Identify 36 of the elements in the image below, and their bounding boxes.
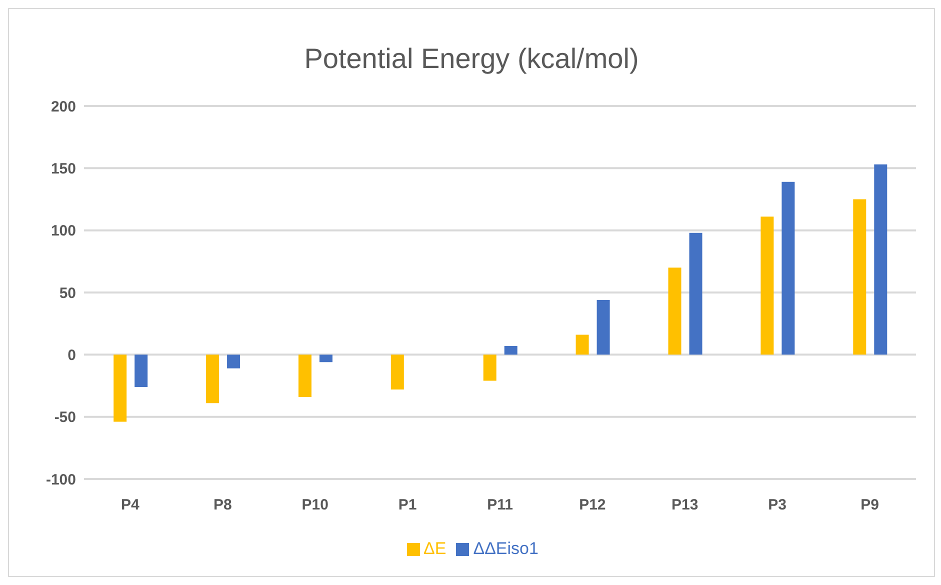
y-tick-label: 50 — [59, 284, 76, 302]
x-tick-label: P10 — [302, 496, 328, 514]
x-tick-label: P12 — [579, 496, 606, 514]
bar — [319, 354, 332, 362]
legend-label: ΔE — [424, 539, 446, 558]
x-tick-label: P3 — [768, 496, 787, 514]
bar — [134, 354, 148, 387]
bar — [298, 354, 312, 397]
bar — [596, 300, 610, 355]
y-tick-label: 150 — [50, 160, 76, 178]
x-tick-label: P13 — [672, 496, 698, 514]
bar — [576, 334, 589, 355]
bar — [483, 354, 496, 381]
y-tick-label: 200 — [50, 98, 76, 116]
x-tick-label: P8 — [213, 496, 232, 514]
bar — [689, 232, 702, 355]
y-tick-label: -100 — [46, 471, 76, 488]
bar — [874, 164, 888, 355]
y-tick-label: 0 — [68, 346, 76, 364]
bar — [760, 216, 774, 355]
x-tick-label: P11 — [487, 496, 513, 514]
x-tick-label: P9 — [860, 496, 879, 514]
y-tick-label: 100 — [50, 222, 76, 240]
x-tick-label: P1 — [398, 496, 417, 514]
bar — [504, 346, 518, 355]
bar — [227, 354, 240, 368]
x-tick-label: P4 — [121, 496, 140, 514]
bar — [114, 354, 127, 422]
chart-title: Potential Energy (kcal/mol) — [303, 43, 640, 75]
bar — [390, 354, 404, 390]
bar — [853, 199, 866, 355]
y-tick-label: -50 — [54, 409, 76, 426]
bar — [206, 354, 220, 404]
bar — [668, 268, 682, 355]
bar — [782, 182, 795, 355]
legend-label: ΔΔEiso1 — [473, 539, 538, 558]
